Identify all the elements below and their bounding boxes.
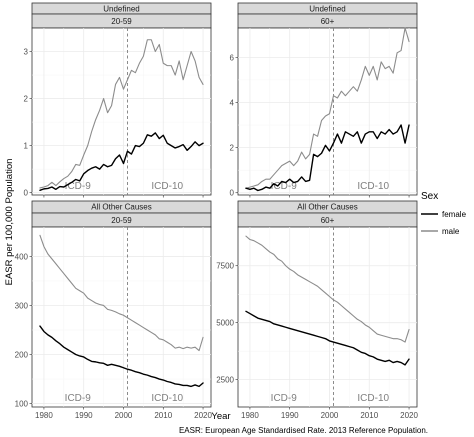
chart-caption: EASR: European Age Standardised Rate. 20… [179,426,428,435]
x-tick-label: 1990 [281,411,299,420]
y-tick-label: 1 [24,142,29,151]
y-tick-label: 300 [15,301,29,310]
x-tick-label: 2010 [360,411,378,420]
legend-title: Sex [421,191,438,202]
panel-background [31,27,212,196]
icd9-label: ICD-9 [271,393,298,404]
x-tick-label: 2010 [154,411,172,420]
panel-background [31,226,212,408]
legend: Sex female male [421,191,467,236]
x-tick-label: 2020 [400,411,418,420]
legend-label-male: male [442,227,460,236]
y-tick-label: 400 [15,252,29,261]
icd10-label: ICD-10 [357,181,389,192]
y-tick-label: 200 [15,351,29,360]
icd9-label: ICD-9 [65,393,92,404]
series-line-female [245,124,410,192]
y-tick-label: 2 [24,95,29,104]
series-line-male [245,235,410,343]
x-axis-title: Year [211,411,230,422]
y-tick-label: 0 [24,189,29,198]
strip-label-col: 20-59 [111,216,132,225]
x-tick-label: 2000 [321,411,339,420]
strip-label-row: Undefined [103,5,139,14]
strip-label-row: All Other Causes [297,203,357,212]
x-tick-label: 1980 [241,411,259,420]
facet-panel: Undefined 60+ 0 2 4 6 ICD-9 ICD-10 [230,2,418,198]
icd9-label: ICD-9 [65,181,92,192]
y-tick-label: 4 [230,98,235,107]
y-tick-label: 0 [230,189,235,198]
y-tick-label: 2500 [216,376,234,385]
panel-background [237,226,418,408]
y-tick-label: 6 [230,53,235,62]
y-axis-title: EASR per 100,000 Population [4,159,15,286]
y-tick-label: 3 [24,48,29,57]
series-line-female [245,310,410,366]
icd10-label: ICD-10 [151,393,183,404]
strip-label-row: Undefined [309,5,345,14]
icd9-label: ICD-9 [271,181,298,192]
x-tick-label: 1980 [35,411,53,420]
facet-panel: Undefined 20-59 0 1 2 3 ICD-9 ICD-10 [24,2,212,198]
y-tick-label: 100 [15,400,29,409]
series-line-male [39,234,204,352]
x-tick-label: 2000 [115,411,133,420]
facet-panel: All Other Causes 60+ 1980 1990 2000 2010 2020 2… [216,200,418,420]
y-tick-label: 5000 [216,319,234,328]
strip-label-col: 20-59 [111,17,132,26]
facet-panel: All Other Causes 20-59 1980 1990 2000 2010 202… [15,200,212,420]
series-line-male [245,27,410,189]
y-tick-label: 7500 [216,262,234,271]
y-tick-label: 2 [230,144,235,153]
series-line-female [39,132,204,192]
strip-label-row: All Other Causes [91,203,151,212]
icd10-label: ICD-10 [151,181,183,192]
series-line-male [39,39,204,189]
strip-label-col: 60+ [321,216,335,225]
strip-label-col: 60+ [321,17,335,26]
panel-background [237,27,418,196]
icd10-label: ICD-10 [357,393,389,404]
series-line-female [39,325,204,388]
x-tick-label: 2020 [194,411,212,420]
legend-label-female: female [442,210,467,219]
x-tick-label: 1990 [75,411,93,420]
